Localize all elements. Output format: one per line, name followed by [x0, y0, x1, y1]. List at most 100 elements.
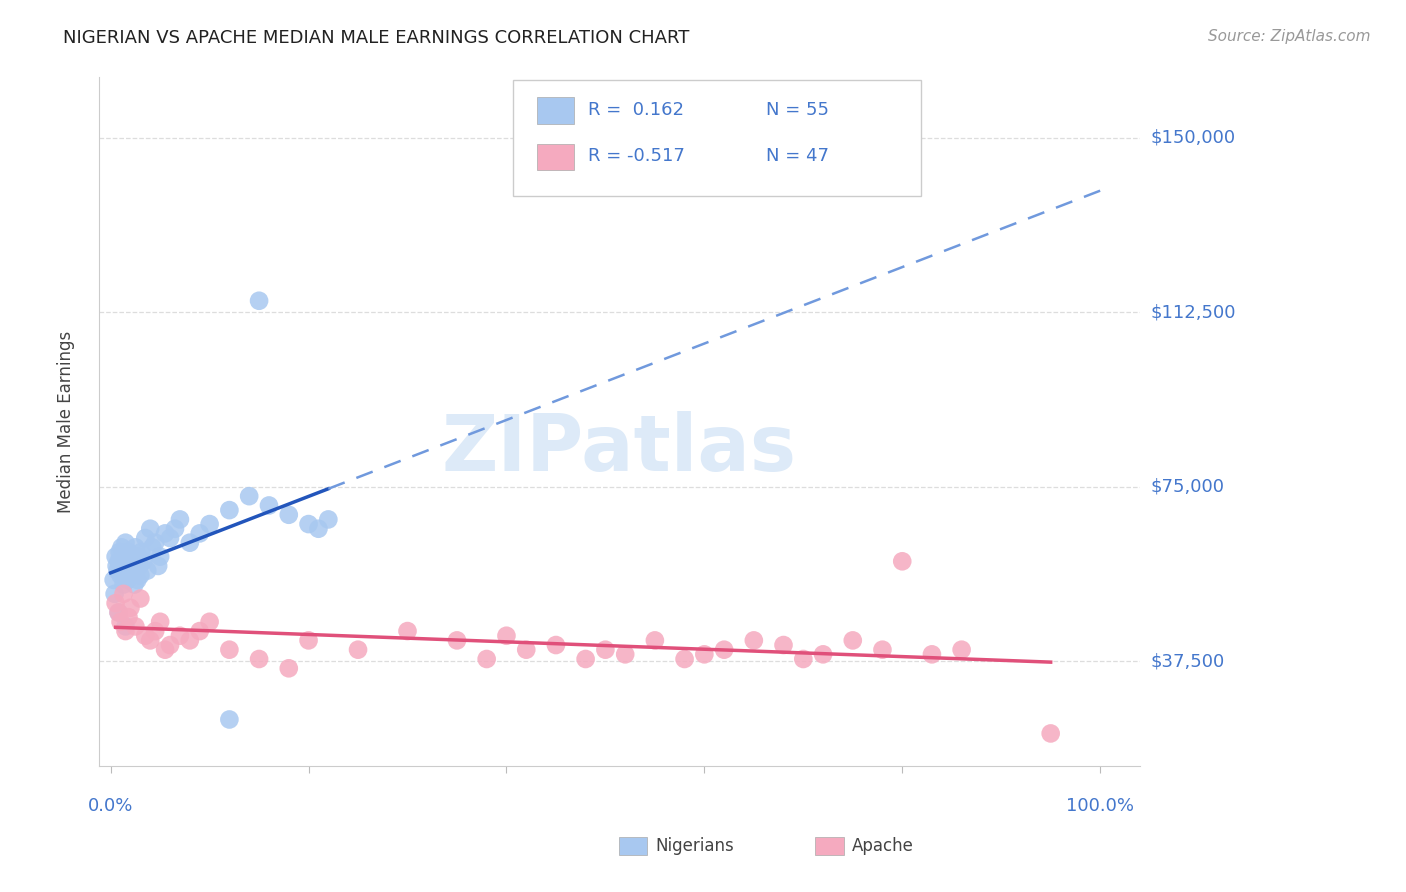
Point	[921, 648, 943, 662]
Text: 100.0%: 100.0%	[1066, 797, 1135, 814]
Point	[115, 554, 138, 568]
Point	[188, 526, 211, 541]
Point	[114, 535, 136, 549]
Point	[575, 652, 598, 666]
Point	[163, 522, 186, 536]
Point	[218, 713, 240, 727]
Point	[257, 499, 280, 513]
Point	[1039, 726, 1062, 740]
Text: N = 47: N = 47	[766, 147, 830, 165]
Point	[129, 568, 152, 582]
Point	[159, 531, 181, 545]
Point	[112, 587, 135, 601]
Point	[297, 633, 319, 648]
Point	[117, 610, 139, 624]
Point	[107, 554, 129, 568]
Point	[110, 615, 132, 629]
Point	[129, 591, 152, 606]
Point	[128, 558, 150, 573]
Point	[114, 619, 136, 633]
Text: R =  0.162: R = 0.162	[588, 101, 683, 119]
Point	[141, 541, 163, 555]
Point	[544, 638, 567, 652]
Point	[107, 606, 129, 620]
Text: $112,500: $112,500	[1152, 303, 1236, 321]
Point	[127, 549, 149, 564]
Point	[105, 558, 128, 573]
Point	[475, 652, 498, 666]
Point	[811, 648, 834, 662]
Point	[891, 554, 914, 568]
Text: Apache: Apache	[852, 837, 914, 855]
Point	[143, 624, 166, 638]
Point	[146, 558, 169, 573]
Point	[125, 564, 148, 578]
Point	[134, 531, 156, 545]
Point	[153, 642, 176, 657]
Point	[111, 558, 134, 573]
Y-axis label: Median Male Earnings: Median Male Earnings	[58, 331, 75, 513]
Point	[218, 503, 240, 517]
Point	[149, 615, 172, 629]
Point	[169, 629, 191, 643]
Point	[159, 638, 181, 652]
Point	[153, 526, 176, 541]
Point	[118, 564, 141, 578]
Point	[673, 652, 696, 666]
Point	[198, 517, 221, 532]
Point	[120, 600, 142, 615]
Point	[124, 577, 146, 591]
Text: $75,000: $75,000	[1152, 478, 1225, 496]
Point	[277, 661, 299, 675]
Point	[792, 652, 814, 666]
Point	[136, 564, 159, 578]
Text: Nigerians: Nigerians	[655, 837, 734, 855]
Point	[742, 633, 765, 648]
Point	[396, 624, 419, 638]
Point	[950, 642, 973, 657]
Text: $150,000: $150,000	[1152, 129, 1236, 147]
Point	[108, 545, 131, 559]
Point	[179, 535, 201, 549]
Point	[124, 619, 146, 633]
Text: N = 55: N = 55	[766, 101, 830, 119]
Point	[179, 633, 201, 648]
Text: Source: ZipAtlas.com: Source: ZipAtlas.com	[1208, 29, 1371, 44]
Point	[117, 573, 139, 587]
Point	[104, 587, 127, 601]
Point	[107, 564, 129, 578]
Point	[131, 545, 153, 559]
Point	[112, 577, 135, 591]
Point	[495, 629, 517, 643]
Point	[104, 549, 127, 564]
Point	[132, 554, 155, 568]
Text: $37,500: $37,500	[1152, 652, 1225, 670]
Point	[169, 512, 191, 526]
Point	[198, 615, 221, 629]
Point	[872, 642, 894, 657]
Point	[446, 633, 468, 648]
Point	[188, 624, 211, 638]
Point	[595, 642, 617, 657]
Point	[110, 568, 132, 582]
Point	[122, 554, 145, 568]
Point	[124, 541, 146, 555]
Point	[277, 508, 299, 522]
Point	[318, 512, 340, 526]
Point	[297, 517, 319, 532]
Point	[139, 633, 162, 648]
Point	[117, 545, 139, 559]
Point	[127, 573, 149, 587]
Point	[772, 638, 794, 652]
Point	[842, 633, 865, 648]
Point	[139, 522, 162, 536]
Point	[515, 642, 537, 657]
Text: ZIPatlas: ZIPatlas	[441, 411, 797, 487]
Point	[121, 568, 143, 582]
Point	[238, 489, 260, 503]
Point	[218, 642, 240, 657]
Point	[110, 541, 132, 555]
Text: NIGERIAN VS APACHE MEDIAN MALE EARNINGS CORRELATION CHART: NIGERIAN VS APACHE MEDIAN MALE EARNINGS …	[63, 29, 690, 46]
Point	[103, 573, 125, 587]
Text: R = -0.517: R = -0.517	[588, 147, 685, 165]
